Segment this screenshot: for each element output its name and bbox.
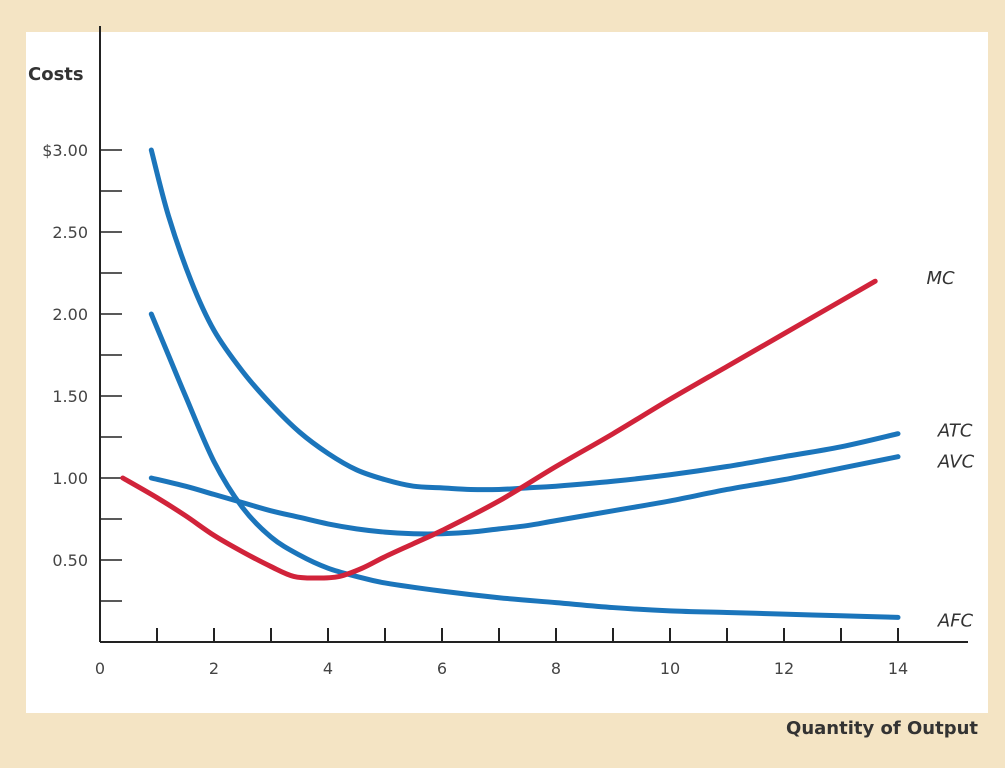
labels: MC ATC AVC AFC (927, 268, 975, 632)
cost-curves-chart: 0 2 4 6 8 10 12 14 0.50 1.00 1.50 2.00 2.50 $3.00 MC A… (28, 26, 978, 739)
chart-figure: 0 2 4 6 8 10 12 14 0.50 1.00 1.50 2.00 2.50 $3.00 MC A… (8, 8, 997, 760)
atc-curve (148, 147, 901, 493)
curves (120, 147, 901, 620)
afc-curve (148, 311, 901, 620)
x-tick-label: 14 (888, 659, 908, 678)
ticks: 0 2 4 6 8 10 12 14 0.50 1.00 1.50 2.00 2.50 $3.00 (42, 141, 908, 678)
x-tick-label: 2 (209, 659, 219, 678)
atc-label: ATC (937, 420, 973, 441)
y-tick-label: 2.50 (52, 223, 88, 242)
x-tick-label: 12 (774, 659, 794, 678)
x-tick-label: 0 (95, 659, 105, 678)
y-axis-title: Costs (28, 64, 84, 85)
x-axis-title: Quantity of Output (786, 718, 978, 739)
mc-curve (120, 278, 878, 581)
y-tick-label: 1.00 (52, 469, 88, 488)
axes (99, 26, 968, 643)
y-tick-label: 0.50 (52, 551, 88, 570)
afc-label: AFC (937, 611, 974, 632)
x-tick-label: 4 (323, 659, 333, 678)
y-tick-label: $3.00 (42, 141, 88, 160)
y-tick-label: 2.00 (52, 305, 88, 324)
avc-curve (148, 454, 901, 537)
x-tick-label: 10 (660, 659, 680, 678)
y-tick-label: 1.50 (52, 387, 88, 406)
x-tick-label: 8 (551, 659, 561, 678)
x-tick-label: 6 (437, 659, 447, 678)
avc-label: AVC (937, 452, 975, 473)
mc-label: MC (927, 268, 956, 289)
